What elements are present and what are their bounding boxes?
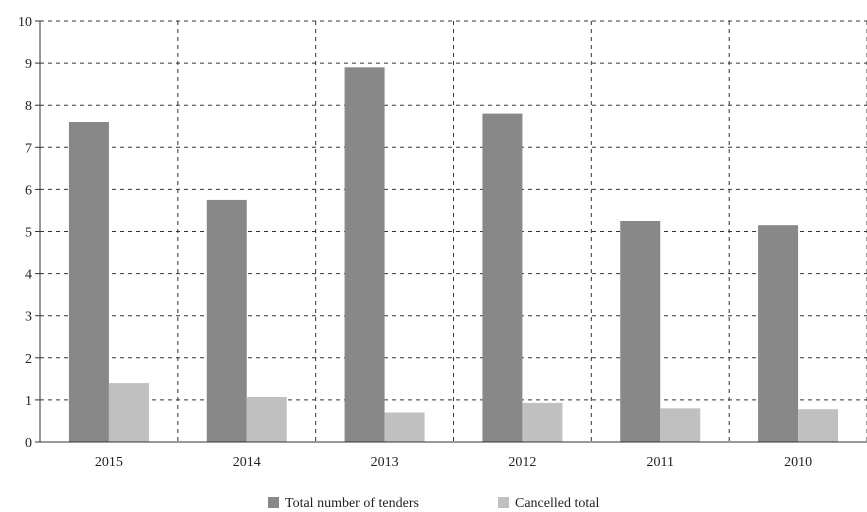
legend-label-cancelled: Cancelled total xyxy=(515,496,599,511)
legend-label-total: Total number of tenders xyxy=(285,496,419,511)
bar-cancelled-2015 xyxy=(109,383,149,442)
y-tick-label: 8 xyxy=(25,99,32,114)
bar-cancelled-2014 xyxy=(247,397,287,442)
x-tick-label: 2012 xyxy=(508,455,536,470)
x-tick-label: 2015 xyxy=(95,455,123,470)
y-tick-label: 0 xyxy=(25,436,32,451)
legend-swatch-total xyxy=(268,497,279,508)
bar-cancelled-2011 xyxy=(660,408,700,442)
x-tick-label: 2014 xyxy=(233,455,261,470)
y-tick-label: 4 xyxy=(25,268,32,283)
bar-cancelled-2010 xyxy=(798,409,838,442)
bar-cancelled-2012 xyxy=(522,403,562,442)
legend-swatch-cancelled xyxy=(498,497,509,508)
y-tick-label: 7 xyxy=(25,141,32,156)
x-tick-labels: 2015 2014 2013 2012 2011 2010 xyxy=(95,455,812,470)
bar-total-2010 xyxy=(758,225,798,442)
y-tick-labels: 0 1 2 3 4 5 6 7 8 9 10 xyxy=(18,15,32,451)
bar-total-2013 xyxy=(345,67,385,442)
x-tick-label: 2011 xyxy=(647,455,674,470)
bar-total-2014 xyxy=(207,200,247,442)
x-tick-label: 2010 xyxy=(784,455,812,470)
y-tick-label: 6 xyxy=(25,183,32,198)
y-tick-label: 3 xyxy=(25,310,32,325)
y-tick-label: 5 xyxy=(25,226,32,241)
bar-total-2011 xyxy=(620,221,660,442)
x-tick-label: 2013 xyxy=(371,455,399,470)
bar-cancelled-2013 xyxy=(385,413,425,442)
y-tick-label: 9 xyxy=(25,57,32,72)
y-tick-label: 10 xyxy=(18,15,32,30)
legend: Total number of tenders Cancelled total xyxy=(268,496,599,511)
y-tick-label: 2 xyxy=(25,352,32,367)
gridlines xyxy=(40,21,867,442)
y-tick-label: 1 xyxy=(25,394,32,409)
bar-total-2012 xyxy=(482,114,522,442)
bar-total-2015 xyxy=(69,122,109,442)
